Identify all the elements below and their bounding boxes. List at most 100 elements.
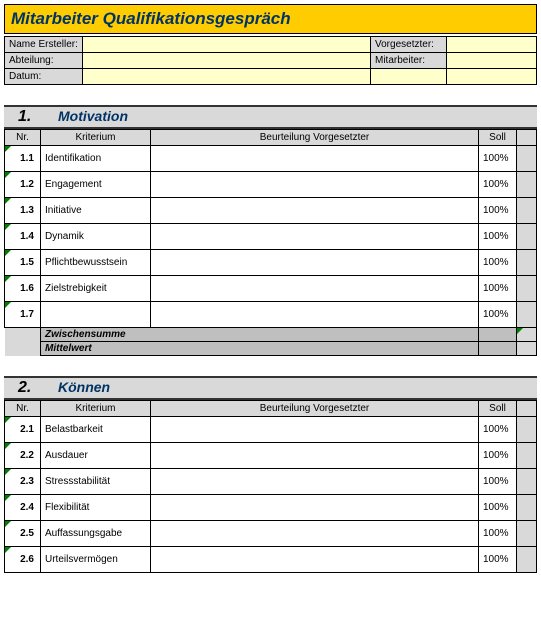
section-title: Können — [58, 379, 110, 395]
section-number: 1. — [18, 108, 58, 126]
cell-kriterium: Flexibilität — [41, 495, 151, 521]
comment-indicator-icon — [5, 198, 11, 204]
cell-beurteilung[interactable] — [151, 469, 479, 495]
page-title: Mitarbeiter Qualifikationsgespräch — [4, 4, 537, 34]
cell-kriterium — [41, 302, 151, 328]
summary-mittelwert: Mittelwert — [41, 342, 479, 356]
meta-label-date: Datum: — [5, 69, 83, 85]
meta-input-employee[interactable] — [447, 53, 537, 69]
cell-beurteilung[interactable] — [151, 250, 479, 276]
cell-extra — [517, 547, 537, 573]
meta-input-supervisor[interactable] — [447, 37, 537, 53]
cell-kriterium: Dynamik — [41, 224, 151, 250]
table-row: 2.4Flexibilität100% — [5, 495, 537, 521]
table-row: 2.3Stressstabilität 100% — [5, 469, 537, 495]
cell-beurteilung[interactable] — [151, 146, 479, 172]
criteria-table: Nr.KriteriumBeurteilung VorgesetzterSoll… — [4, 400, 537, 573]
cell-beurteilung[interactable] — [151, 224, 479, 250]
cell-beurteilung[interactable] — [151, 198, 479, 224]
comment-indicator-icon — [5, 417, 11, 423]
cell-extra — [517, 469, 537, 495]
cell-beurteilung[interactable] — [151, 417, 479, 443]
cell-beurteilung[interactable] — [151, 547, 479, 573]
cell-soll: 100% — [479, 469, 517, 495]
cell-extra — [517, 224, 537, 250]
cell-soll: 100% — [479, 198, 517, 224]
table-row: 1.1Identifikation100% — [5, 146, 537, 172]
comment-indicator-icon — [5, 172, 11, 178]
meta-input-date[interactable] — [83, 69, 371, 85]
cell-kriterium: Ausdauer — [41, 443, 151, 469]
cell-soll: 100% — [479, 547, 517, 573]
cell-soll: 100% — [479, 276, 517, 302]
cell-nr: 1.6 — [5, 276, 41, 302]
cell-beurteilung[interactable] — [151, 172, 479, 198]
cell-soll: 100% — [479, 224, 517, 250]
comment-indicator-icon — [5, 276, 11, 282]
cell-nr: 1.2 — [5, 172, 41, 198]
column-header-extra — [517, 130, 537, 146]
comment-indicator-icon — [517, 328, 523, 334]
column-header-beurteilung: Beurteilung Vorgesetzter — [151, 401, 479, 417]
meta-blank2 — [447, 69, 537, 85]
cell-nr: 1.5 — [5, 250, 41, 276]
column-header-soll: Soll — [479, 130, 517, 146]
cell-beurteilung[interactable] — [151, 302, 479, 328]
table-row: 1.7100% — [5, 302, 537, 328]
cell-kriterium: Auffassungsgabe — [41, 521, 151, 547]
section-header: 1.Motivation — [4, 105, 537, 129]
comment-indicator-icon — [5, 250, 11, 256]
cell-nr: 2.1 — [5, 417, 41, 443]
cell-beurteilung[interactable] — [151, 443, 479, 469]
comment-indicator-icon — [5, 521, 11, 527]
column-header-extra — [517, 401, 537, 417]
cell-soll: 100% — [479, 146, 517, 172]
cell-beurteilung[interactable] — [151, 521, 479, 547]
column-header-soll: Soll — [479, 401, 517, 417]
meta-input-creator[interactable] — [83, 37, 371, 53]
cell-beurteilung[interactable] — [151, 276, 479, 302]
meta-blank — [371, 69, 447, 85]
cell-nr: 1.7 — [5, 302, 41, 328]
cell-soll: 100% — [479, 521, 517, 547]
cell-extra — [517, 443, 537, 469]
column-header-kriterium: Kriterium — [41, 130, 151, 146]
criteria-table: Nr.KriteriumBeurteilung VorgesetzterSoll… — [4, 129, 537, 356]
table-row: 2.2Ausdauer100% — [5, 443, 537, 469]
meta-label-department: Abteilung: — [5, 53, 83, 69]
cell-soll: 100% — [479, 250, 517, 276]
column-header-nr: Nr. — [5, 130, 41, 146]
comment-indicator-icon — [5, 547, 11, 553]
table-row: 1.2Engagement100% — [5, 172, 537, 198]
meta-label-supervisor: Vorgesetzter: — [371, 37, 447, 53]
comment-indicator-icon — [5, 495, 11, 501]
cell-extra — [517, 495, 537, 521]
cell-nr: 2.6 — [5, 547, 41, 573]
table-row: 1.5Pflichtbewusstsein 100% — [5, 250, 537, 276]
cell-kriterium: Belastbarkeit — [41, 417, 151, 443]
cell-beurteilung[interactable] — [151, 495, 479, 521]
comment-indicator-icon — [5, 302, 11, 308]
cell-nr: 2.3 — [5, 469, 41, 495]
cell-kriterium: Identifikation — [41, 146, 151, 172]
cell-soll: 100% — [479, 417, 517, 443]
table-row: 2.6Urteilsvermögen 100% — [5, 547, 537, 573]
cell-kriterium: Zielstrebigkeit — [41, 276, 151, 302]
cell-kriterium: Engagement — [41, 172, 151, 198]
comment-indicator-icon — [5, 224, 11, 230]
cell-kriterium: Stressstabilität — [41, 469, 151, 495]
table-row: 1.3Initiative100% — [5, 198, 537, 224]
column-header-beurteilung: Beurteilung Vorgesetzter — [151, 130, 479, 146]
cell-extra — [517, 250, 537, 276]
meta-input-department[interactable] — [83, 53, 371, 69]
cell-extra — [517, 146, 537, 172]
cell-extra — [517, 521, 537, 547]
cell-nr: 2.5 — [5, 521, 41, 547]
cell-kriterium: Urteilsvermögen — [41, 547, 151, 573]
comment-indicator-icon — [5, 469, 11, 475]
table-row: 2.1Belastbarkeit 100% — [5, 417, 537, 443]
cell-nr: 1.4 — [5, 224, 41, 250]
section-title: Motivation — [58, 108, 128, 124]
cell-kriterium: Pflichtbewusstsein — [41, 250, 151, 276]
cell-kriterium: Initiative — [41, 198, 151, 224]
